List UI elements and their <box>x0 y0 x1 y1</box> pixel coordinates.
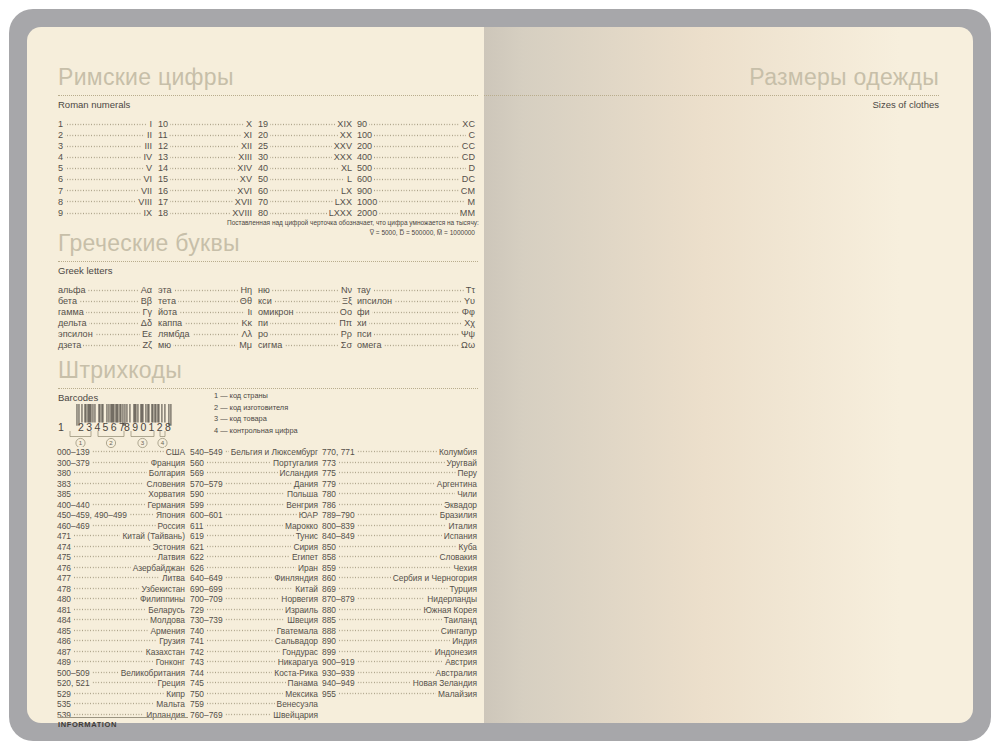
svg-text:1: 1 <box>79 439 83 446</box>
svg-text:3: 3 <box>141 439 145 446</box>
svg-text:4: 4 <box>161 439 165 446</box>
svg-text:2: 2 <box>109 439 113 446</box>
